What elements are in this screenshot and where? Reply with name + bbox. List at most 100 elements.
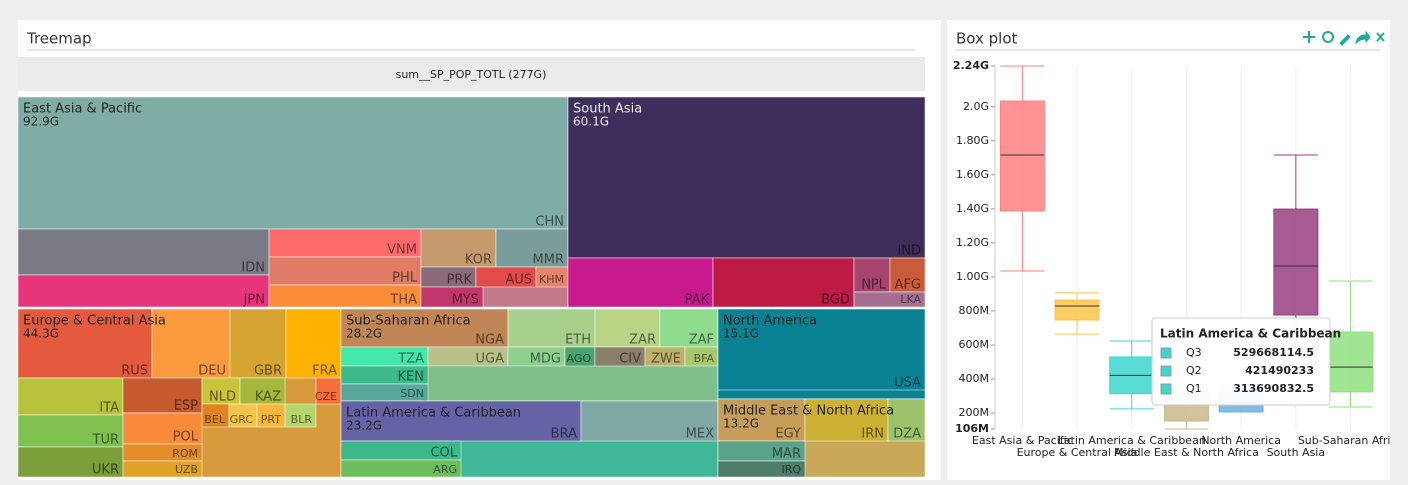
country-label: BGD <box>821 293 850 308</box>
country-cell <box>717 460 806 478</box>
refresh-icon[interactable] <box>1322 31 1334 43</box>
country-cell <box>17 96 569 230</box>
y-tick-label: 1.80G <box>956 134 989 147</box>
y-tick-label: 1.60G <box>956 168 989 181</box>
country-label: ZWE <box>651 352 681 367</box>
country-label: BEL <box>204 413 225 426</box>
y-tick-label: 1.40G <box>956 202 989 215</box>
tooltip <box>1151 317 1331 406</box>
country-label: AFG <box>895 278 921 293</box>
region-label: East Asia & Pacific <box>23 102 142 117</box>
x-tick-label: Latin America & Caribbean <box>1058 434 1206 447</box>
tooltip-swatch <box>1160 365 1172 377</box>
country-label: IND <box>897 244 921 259</box>
region-value: 13.2G <box>723 417 759 431</box>
country-cell <box>853 291 926 308</box>
y-tick-label: 1.00G <box>956 270 989 283</box>
country-label: IDN <box>241 261 265 276</box>
region-label: Europe & Central Asia <box>23 314 166 329</box>
country-cell <box>340 459 462 478</box>
box <box>1273 208 1319 316</box>
country-label: CZE <box>315 390 337 403</box>
country-cell <box>567 257 714 308</box>
region-value: 60.1G <box>573 115 609 129</box>
y-tick-label: 2.24G <box>953 59 989 72</box>
country-cell <box>889 257 926 293</box>
x-tick-label: North America <box>1201 434 1281 447</box>
country-label: USA <box>894 376 921 391</box>
country-label: DEU <box>198 364 226 379</box>
tooltip-swatch <box>1160 383 1172 395</box>
treemap-header: sum__SP_POP_TOTL (277G) <box>396 68 547 81</box>
country-label: MEX <box>686 427 714 442</box>
region-label: South Asia <box>573 102 642 117</box>
country-cell <box>712 257 855 308</box>
country-cell <box>122 377 203 414</box>
tooltip-value: 421490233 <box>1245 364 1314 377</box>
country-label: NLD <box>209 390 236 405</box>
country-label: NGA <box>475 333 504 348</box>
edit-icon[interactable] <box>1339 34 1351 46</box>
x-tick-label: South Asia <box>1267 446 1326 459</box>
tooltip-key: Q1 <box>1186 382 1202 395</box>
country-cell <box>17 308 153 379</box>
region-value: 23.2G <box>346 419 382 433</box>
country-cell <box>887 398 926 442</box>
country-label: AUS <box>505 273 532 288</box>
country-label: LKA <box>900 293 921 306</box>
country-label: BRA <box>551 427 577 442</box>
country-label: KHM <box>539 273 564 286</box>
country-label: ZAR <box>629 333 656 348</box>
country-label: AGO <box>566 352 591 365</box>
country-label: PAK <box>685 293 710 308</box>
country-label: UKR <box>92 463 119 478</box>
country-cell <box>284 403 317 428</box>
close-icon[interactable] <box>1376 32 1385 42</box>
country-cell <box>567 96 926 259</box>
country-label: ITA <box>99 401 119 416</box>
y-tick-label: 200M <box>959 406 990 419</box>
region-value: 44.3G <box>23 327 59 341</box>
country-label: VNM <box>387 243 417 258</box>
region-label: Middle East & North Africa <box>723 404 894 419</box>
country-label: CHN <box>535 215 564 230</box>
region-label: North America <box>723 314 817 329</box>
tooltip-value: 529668114.5 <box>1233 346 1314 359</box>
share-icon[interactable] <box>1355 30 1371 45</box>
country-cell <box>201 377 241 405</box>
country-label: IRQ <box>781 463 801 476</box>
region-value: 92.9G <box>23 115 59 129</box>
country-label: ROM <box>172 447 198 460</box>
y-tick-label: 400M <box>959 372 990 385</box>
country-label: ZAF <box>689 333 714 348</box>
country-label: IRN <box>861 427 884 442</box>
country-cell <box>285 308 342 379</box>
country-label: UZB <box>175 463 198 476</box>
country-label: KEN <box>398 370 424 385</box>
country-label: PHL <box>392 271 418 286</box>
country-cell <box>717 308 926 391</box>
tooltip-title: Latin America & Caribbean <box>1160 327 1341 341</box>
country-label: SDN <box>400 387 424 400</box>
move-icon[interactable] <box>1303 31 1315 43</box>
x-tick-label: East Asia & Pacific <box>972 434 1073 447</box>
country-cell <box>122 412 203 445</box>
y-tick-label: 600M <box>959 338 990 351</box>
country-cell <box>804 398 889 442</box>
country-label: ESP <box>174 399 198 414</box>
country-label: CIV <box>619 352 641 367</box>
country-label: NPL <box>861 278 887 293</box>
country-label: GRC <box>230 413 254 426</box>
y-tick-label: 800M <box>959 304 990 317</box>
country-label: KOR <box>465 253 492 268</box>
x-tick-label: Europe & Central Asia <box>1017 446 1138 459</box>
country-label: BLR <box>291 413 313 426</box>
box <box>1328 331 1374 393</box>
country-cell <box>340 400 582 442</box>
country-cell <box>495 228 569 268</box>
country-cell <box>420 286 484 308</box>
tooltip-swatch <box>1160 347 1172 359</box>
country-cell <box>268 228 422 258</box>
country-cell <box>315 377 342 405</box>
